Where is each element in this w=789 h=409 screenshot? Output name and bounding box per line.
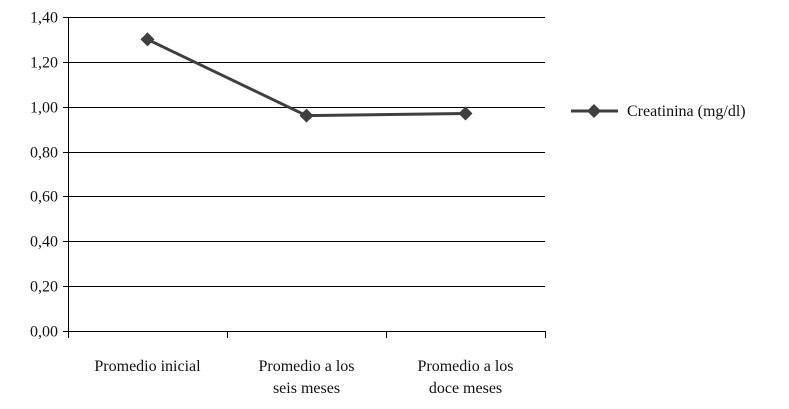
y-tick-label: 0,40 [30, 234, 58, 251]
x-tick-label: Promedio a los [418, 358, 514, 375]
legend-marker [587, 104, 601, 118]
y-tick-label: 0,00 [30, 324, 58, 341]
y-tick-label: 1,20 [30, 55, 58, 72]
y-tick-label: 1,40 [30, 10, 58, 27]
series-line [146, 38, 466, 118]
x-tick-label: doce meses [429, 380, 502, 397]
data-point-marker [299, 108, 314, 123]
y-tick-label: 0,60 [30, 189, 58, 206]
legend: Creatinina (mg/dl) [571, 103, 746, 120]
y-tick-labels: 0,00 0,20 0,40 0,60 0,80 1,00 1,20 1,40 [30, 10, 58, 341]
y-tick-label: 1,00 [30, 100, 58, 117]
x-tick-label: Promedio inicial [94, 358, 201, 375]
x-tick-label: seis meses [273, 380, 340, 397]
data-point-marker [140, 32, 155, 47]
legend-label: Creatinina (mg/dl) [627, 103, 746, 120]
data-point-marker [458, 106, 473, 121]
series-layer [140, 32, 473, 123]
x-tick-labels: Promedio inicial Promedio a los seis meses… [94, 358, 513, 397]
y-tick-label: 0,20 [30, 279, 58, 296]
axes [63, 17, 546, 338]
y-tick-label: 0,80 [30, 145, 58, 162]
gridlines [68, 17, 545, 332]
x-tick-label: Promedio a los [259, 358, 355, 375]
